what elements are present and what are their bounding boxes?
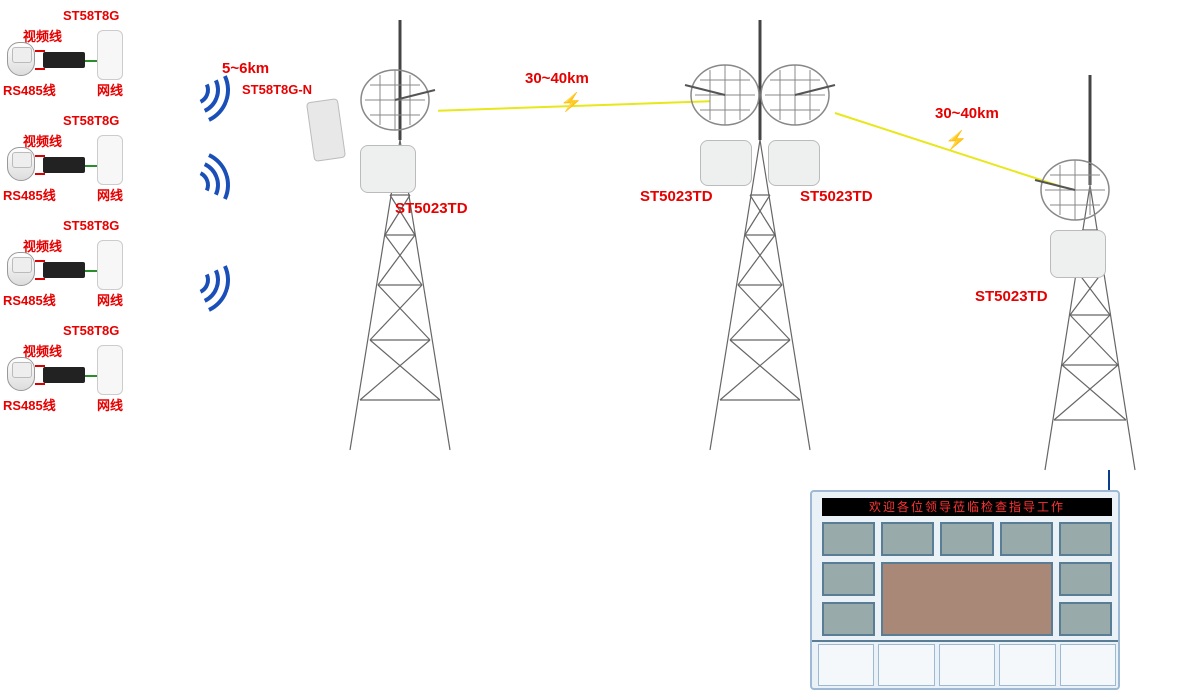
video-line-label: 视频线 — [23, 236, 62, 255]
model-label: ST58T8G — [63, 323, 119, 338]
ptz-camera-icon — [7, 147, 35, 181]
encoder-icon — [43, 367, 85, 383]
wireless-ap-icon — [97, 345, 123, 395]
wireless-ap-icon — [97, 30, 123, 80]
device-box — [1050, 230, 1106, 278]
wire — [85, 165, 97, 167]
wireless-ap-icon — [97, 135, 123, 185]
monitor-wall: 欢迎各位领导莅临检查指导工作 — [810, 490, 1120, 690]
led-banner: 欢迎各位领导莅临检查指导工作 — [822, 498, 1112, 516]
net-label: 网线 — [97, 290, 123, 309]
tower3-device-label: ST5023TD — [975, 288, 1048, 305]
wire — [35, 173, 45, 175]
screen — [1000, 522, 1053, 556]
screen — [1059, 522, 1112, 556]
wire — [35, 68, 45, 70]
rs485-label: RS485线 — [3, 80, 56, 99]
camera-unit: ST58T8G 视频线 RS485线 网线 — [5, 115, 145, 205]
tower2-device-right-label: ST5023TD — [800, 188, 873, 205]
link2-distance-label: 30~40km — [935, 105, 999, 122]
device-box — [360, 145, 416, 193]
video-line-label: 视频线 — [23, 341, 62, 360]
grid-antenna — [1030, 150, 1110, 230]
model-label: ST58T8G — [63, 8, 119, 23]
wire — [35, 365, 45, 367]
rs485-label: RS485线 — [3, 395, 56, 414]
ptz-camera-icon — [7, 252, 35, 286]
tower2-device-left-label: ST5023TD — [640, 188, 713, 205]
wire — [85, 270, 97, 272]
device-box — [768, 140, 820, 186]
screen — [822, 562, 875, 596]
main-screen — [881, 562, 1053, 636]
grid-antenna-left — [680, 55, 760, 135]
video-line-label: 视频线 — [23, 131, 62, 150]
wire — [35, 260, 45, 262]
wire — [35, 50, 45, 52]
net-label: 网线 — [97, 395, 123, 414]
device-box — [700, 140, 752, 186]
grid-antenna — [360, 60, 440, 140]
screen — [822, 602, 875, 636]
screen — [1059, 562, 1112, 596]
wire — [85, 375, 97, 377]
screen — [940, 522, 993, 556]
model-label: ST58T8G — [63, 218, 119, 233]
rs485-label: RS485线 — [3, 290, 56, 309]
model-label: ST58T8G — [63, 113, 119, 128]
camera-unit: ST58T8G 视频线 RS485线 网线 — [5, 325, 145, 415]
wire — [35, 383, 45, 385]
encoder-icon — [43, 157, 85, 173]
wireless-ap-icon — [97, 240, 123, 290]
ptz-camera-icon — [7, 42, 35, 76]
wire — [35, 155, 45, 157]
screen — [881, 522, 934, 556]
net-label: 网线 — [97, 80, 123, 99]
wire — [35, 278, 45, 280]
encoder-icon — [43, 52, 85, 68]
screen — [1059, 602, 1112, 636]
encoder-icon — [43, 262, 85, 278]
net-label: 网线 — [97, 185, 123, 204]
camera-unit: ST58T8G 视频线 RS485线 网线 — [5, 10, 145, 100]
camera-unit: ST58T8G 视频线 RS485线 网线 — [5, 220, 145, 310]
short-distance-label: 5~6km — [222, 60, 269, 77]
tower1-device-label: ST5023TD — [395, 200, 468, 217]
bolt-icon: ⚡ — [560, 92, 582, 113]
bolt-icon: ⚡ — [945, 130, 967, 151]
wire — [85, 60, 97, 62]
cabinet-divider — [812, 640, 1118, 642]
grid-antenna-right — [760, 55, 840, 135]
link1-distance-label: 30~40km — [525, 70, 589, 87]
screen — [822, 522, 875, 556]
rs485-label: RS485线 — [3, 185, 56, 204]
ptz-camera-icon — [7, 357, 35, 391]
video-line-label: 视频线 — [23, 26, 62, 45]
